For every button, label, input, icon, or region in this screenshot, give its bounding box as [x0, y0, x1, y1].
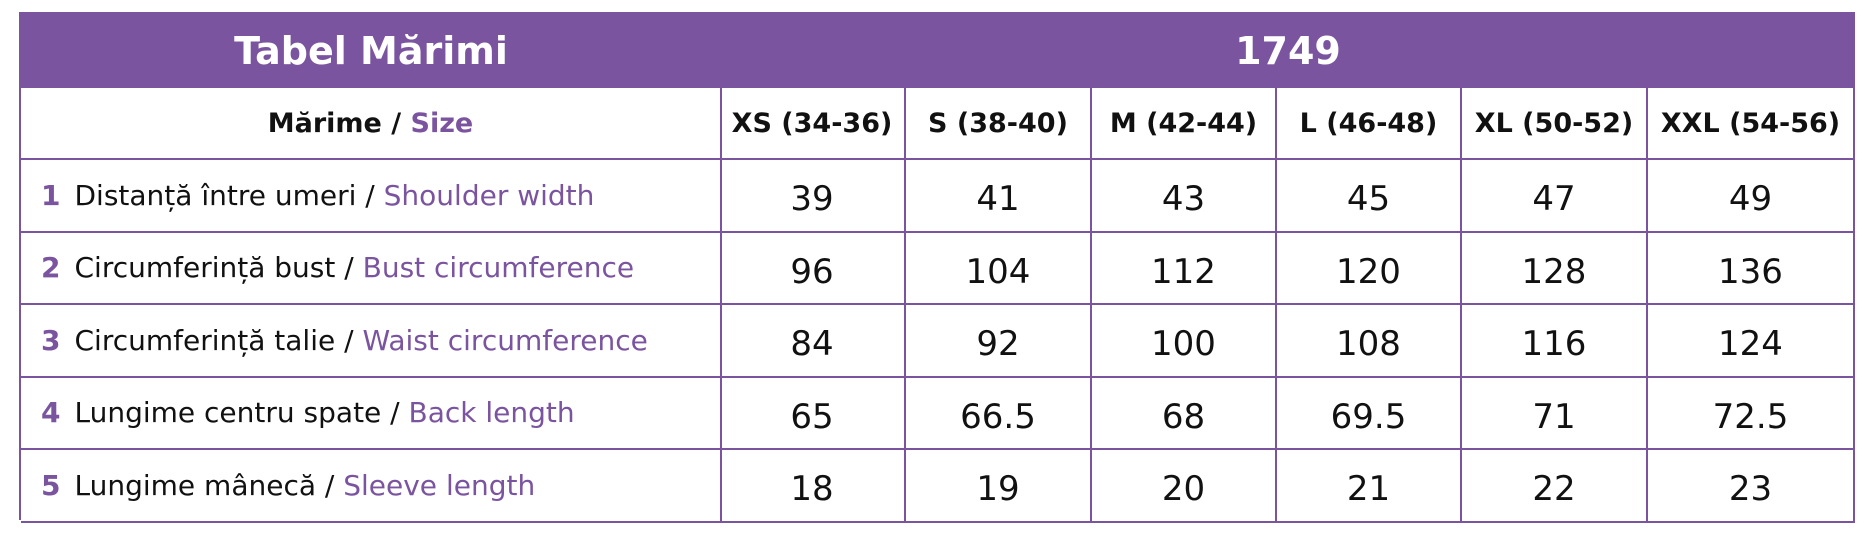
measurement: 41 — [906, 160, 1092, 233]
separator: / — [335, 251, 363, 285]
row-label-en: Shoulder width — [383, 178, 595, 212]
row-label-en: Waist circumference — [362, 323, 648, 357]
measurement: 66.5 — [906, 377, 1092, 450]
measurement: 43 — [1092, 160, 1277, 233]
size-header: XL (50-52) — [1462, 88, 1648, 160]
measurement: 71 — [1462, 377, 1648, 450]
measurement: 100 — [1092, 305, 1277, 378]
row-label-ro: Circumferință bust — [74, 251, 336, 285]
row-label-ro: Lungime mânecă — [74, 468, 316, 502]
measurement: 47 — [1462, 160, 1648, 233]
size-header: L (46-48) — [1277, 88, 1462, 160]
row-label-en: Bust circumference — [362, 251, 635, 285]
row-label-en: Back length — [408, 396, 575, 430]
size-header: XS (34-36) — [720, 88, 906, 160]
measurement: 108 — [1277, 305, 1462, 378]
measurement: 92 — [906, 305, 1092, 378]
size-table: Tabel Mărimi 1749 Mărime / Size XS (34-3… — [19, 12, 1855, 523]
size-label-ro: Mărime — [267, 107, 382, 139]
measurement: 112 — [1092, 232, 1277, 305]
separator: / — [335, 323, 363, 357]
measurement: 128 — [1462, 232, 1648, 305]
measurement: 124 — [1648, 305, 1855, 378]
row-label-ro: Lungime centru spate — [74, 396, 382, 430]
row-label-ro: Distanță între umeri — [74, 178, 357, 212]
measurement: 120 — [1277, 232, 1462, 305]
measurement: 49 — [1648, 160, 1855, 233]
measurement: 23 — [1648, 450, 1855, 523]
row-label: 3 Circumferință talie / Waist circumferen… — [21, 305, 722, 378]
measurement: 21 — [1277, 450, 1462, 523]
size-label-en: Size — [410, 107, 474, 139]
size-header: S (38-40) — [906, 88, 1092, 160]
measurement: 72.5 — [1648, 377, 1855, 450]
table-code: 1749 — [721, 14, 1855, 88]
table-title: Tabel Mărimi — [21, 14, 721, 88]
separator: / — [316, 468, 344, 502]
row-label: 2 Circumferință bust / Bust circumference — [21, 232, 722, 305]
size-header: XXL (54-56) — [1648, 88, 1855, 160]
row-label: 1 Distanță între umeri / Shoulder width — [21, 160, 722, 233]
measurement: 19 — [906, 450, 1092, 523]
measurement: 45 — [1277, 160, 1462, 233]
row-label-ro: Circumferință talie — [74, 323, 336, 357]
measurement: 18 — [720, 450, 906, 523]
size-header: M (42-44) — [1092, 88, 1277, 160]
measurement: 20 — [1092, 450, 1277, 523]
measurement: 84 — [720, 305, 906, 378]
separator: / — [356, 178, 384, 212]
row-number: 2 — [41, 251, 61, 285]
measurement: 116 — [1462, 305, 1648, 378]
row-label: 5 Lungime mânecă / Sleeve length — [21, 450, 722, 523]
measurement: 39 — [720, 160, 906, 233]
separator: / — [381, 107, 411, 139]
row-number: 3 — [41, 323, 61, 357]
row-label-en: Sleeve length — [343, 468, 536, 502]
measurement: 104 — [906, 232, 1092, 305]
measurement: 65 — [720, 377, 906, 450]
measurement: 68 — [1092, 377, 1277, 450]
size-label: Mărime / Size — [21, 88, 722, 160]
row-label: 4 Lungime centru spate / Back length — [21, 377, 722, 450]
measurement: 96 — [720, 232, 906, 305]
row-number: 1 — [41, 178, 61, 212]
row-number: 5 — [41, 468, 61, 502]
separator: / — [381, 396, 409, 430]
measurement: 69.5 — [1277, 377, 1462, 450]
row-number: 4 — [41, 396, 61, 430]
measurement: 136 — [1648, 232, 1855, 305]
measurement: 22 — [1462, 450, 1648, 523]
